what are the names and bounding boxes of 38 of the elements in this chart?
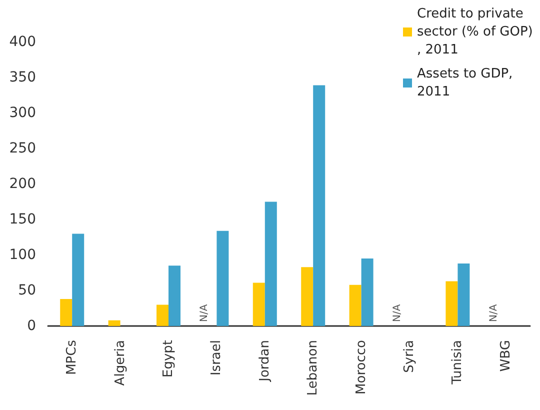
bar — [349, 284, 362, 326]
bar — [156, 304, 168, 326]
bar — [216, 230, 229, 326]
y-tick-label: 50 — [18, 282, 36, 298]
x-tick-label: Syria — [402, 340, 417, 373]
y-tick-label: 300 — [9, 105, 36, 121]
y-tick-label: 100 — [9, 247, 36, 263]
text: N/A — [199, 304, 210, 322]
y-tick-label: 350 — [9, 70, 36, 86]
bar — [264, 202, 277, 326]
legend-label: Assets to GDP, 2011 — [417, 66, 517, 100]
x-tick-label: Jordan — [257, 340, 272, 382]
x-tick-label: Morocco — [354, 340, 369, 394]
x-tick-label: Tunisia — [450, 340, 466, 386]
x-tick-label: Israel — [209, 340, 224, 376]
y-tick-label: 200 — [9, 176, 36, 192]
y-tick-label: 0 — [27, 318, 36, 334]
x-tick-label: Lebanon — [306, 340, 321, 396]
bar — [168, 266, 180, 326]
y-tick-label: 150 — [9, 212, 36, 228]
legend-label: Credit to private sector (% of GOP), 2011 — [417, 6, 533, 58]
y-tick-label: 400 — [9, 34, 36, 50]
text: N/A — [392, 304, 403, 322]
bar — [313, 85, 326, 326]
bar — [446, 281, 458, 326]
bar — [60, 299, 72, 326]
x-tick-label: Egypt — [161, 340, 176, 378]
y-tick-label: 250 — [9, 140, 36, 156]
bar — [458, 264, 470, 326]
x-tick-label: MPCs — [64, 340, 80, 375]
x-tick-label: WBG — [498, 340, 514, 372]
bar — [252, 282, 265, 326]
bar — [72, 234, 84, 326]
bar — [361, 258, 374, 326]
bar — [108, 320, 120, 326]
x-tick-label: Algeria — [112, 340, 128, 386]
bar — [301, 267, 314, 326]
text: N/A — [488, 304, 500, 322]
